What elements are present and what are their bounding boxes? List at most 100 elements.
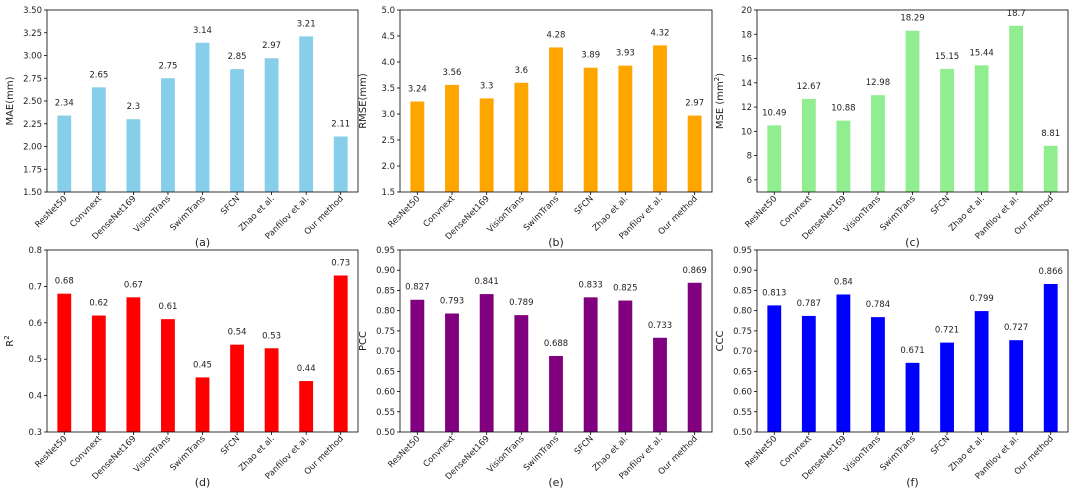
x-tick-label: SwimTrans	[878, 434, 918, 474]
bar-value-label: 0.45	[193, 360, 212, 370]
bar	[57, 294, 71, 432]
bar	[445, 85, 459, 192]
x-tick-label: VisionTrans	[842, 194, 883, 235]
bar	[265, 58, 279, 192]
y-tick-label: 2.5	[381, 136, 395, 146]
x-tick-label: VisionTrans	[842, 434, 883, 475]
bar	[975, 311, 989, 432]
x-tick-label: VisionTrans	[486, 434, 527, 475]
y-tick-label: 18	[741, 30, 752, 40]
y-tick-label: 2.0	[381, 162, 395, 172]
y-tick-label: 0.5	[28, 355, 42, 365]
y-tick-label: 1.50	[23, 188, 42, 198]
bar	[57, 116, 71, 192]
y-axis-label: CCC	[715, 331, 726, 352]
y-tick-label: 2.75	[23, 74, 42, 84]
bar	[618, 301, 632, 432]
bar	[480, 294, 494, 432]
x-tick-label: VisionTrans	[132, 194, 173, 235]
bar-value-label: 3.24	[408, 85, 427, 95]
bar-value-label: 0.54	[228, 328, 247, 338]
y-tick-label: 4.0	[381, 58, 395, 68]
x-tick-label: SwimTrans	[878, 194, 918, 234]
x-tick-label: ResNet50	[743, 434, 779, 470]
x-tick-label: SwimTrans	[522, 194, 562, 234]
y-tick-label: 3.0	[381, 110, 395, 120]
bar-value-label: 0.833	[578, 280, 602, 290]
bar-value-label: 2.85	[228, 52, 247, 62]
panel-caption: (a)	[195, 236, 210, 249]
bar	[445, 313, 459, 432]
y-axis-label: MAE(mm)	[5, 76, 16, 125]
bar	[196, 377, 210, 432]
bar-value-label: 3.89	[581, 51, 600, 61]
y-tick-label: 3.25	[23, 29, 42, 39]
chart-panel-f: 0.8130.7870.840.7840.6710.7210.7990.7270…	[715, 246, 1068, 489]
y-tick-label: 16	[741, 55, 752, 65]
x-tick-label: ResNet50	[386, 434, 422, 470]
bar	[940, 343, 954, 432]
y-tick-label: 0.8	[28, 246, 42, 256]
chart-panel-b: 3.24 3.56 3.3 3.6 4.28 3.89 3.93 4.32 2.97 1.5 2.0…	[358, 6, 712, 249]
bar	[584, 297, 598, 432]
chart-panel-e: 0.8270.7930.8410.7890.6880.833 0.8250.733…	[358, 246, 712, 489]
y-tick-label: 3.00	[23, 52, 42, 62]
panel-caption: (c)	[905, 236, 920, 249]
y-tick-label: 0.55	[376, 408, 395, 418]
y-tick-label: 0.90	[376, 266, 395, 276]
bar-value-label: 8.81	[1041, 129, 1060, 139]
y-axis-label-text: CCC	[715, 331, 726, 352]
bar-value-label: 4.32	[651, 28, 670, 38]
bar-value-label: 3.3	[480, 81, 494, 91]
bar	[161, 319, 175, 432]
bar	[196, 43, 210, 192]
bar	[480, 98, 494, 192]
x-tick-label: SFCN	[219, 434, 242, 457]
bar	[1044, 146, 1058, 192]
y-tick-label: 0.85	[376, 286, 395, 296]
bar-value-label: 0.787	[797, 299, 821, 309]
bar-value-label: 3.21	[297, 19, 316, 29]
bar-value-label: 10.88	[831, 104, 855, 114]
bar-value-label: 2.34	[55, 99, 74, 109]
bar-value-label: 0.671	[900, 346, 924, 356]
bar-value-label: 0.61	[158, 302, 177, 312]
bar	[802, 99, 816, 192]
bar	[92, 316, 106, 432]
bar	[688, 283, 702, 432]
y-tick-label: 0.80	[376, 307, 395, 317]
bar	[836, 294, 850, 432]
bar	[334, 275, 348, 432]
bar-value-label: 3.6	[515, 66, 529, 76]
bar-value-label: 0.688	[544, 339, 568, 349]
y-tick-label: 0.6	[28, 319, 42, 329]
x-tick-label: Convnext	[421, 434, 457, 470]
y-tick-label: 1.5	[381, 188, 395, 198]
bar	[688, 116, 702, 192]
y-axis-label: RMSE(mm)	[358, 73, 369, 129]
y-tick-label: 0.75	[733, 327, 752, 337]
x-tick-label: SFCN	[929, 194, 952, 217]
bar-value-label: 0.866	[1039, 267, 1063, 277]
y-tick-label: 0.95	[376, 246, 395, 256]
y-tick-label: 0.4	[28, 392, 42, 402]
y-tick-label: 0.90	[733, 266, 752, 276]
bar-value-label: 0.44	[297, 364, 316, 374]
bar	[767, 305, 781, 432]
bar	[584, 68, 598, 192]
y-axis-label: PCC	[358, 331, 369, 351]
x-tick-label: SFCN	[573, 434, 596, 457]
y-tick-label: 14	[741, 79, 752, 89]
x-tick-label: Convnext	[421, 194, 457, 230]
y-tick-label: 12	[741, 103, 752, 113]
bar-value-label: 3.14	[193, 26, 212, 36]
panel-caption: (f)	[906, 476, 918, 489]
bar-value-label: 0.784	[866, 300, 890, 310]
bar-value-label: 0.841	[474, 277, 498, 287]
bar	[161, 78, 175, 192]
bar-value-label: 0.53	[262, 331, 281, 341]
bar-value-label: 0.869	[682, 266, 706, 276]
bar-value-label: 2.11	[331, 119, 350, 129]
bar	[836, 121, 850, 192]
bar	[265, 348, 279, 432]
